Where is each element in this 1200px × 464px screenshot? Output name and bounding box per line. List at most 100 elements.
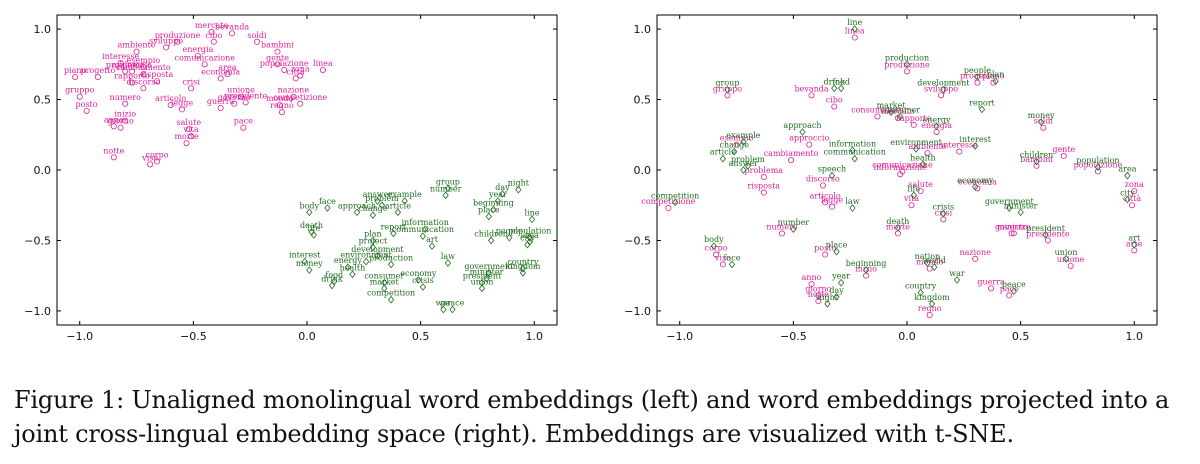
x-tick-label: 1.0 <box>1126 330 1144 343</box>
point-marker-soldi <box>253 38 260 45</box>
point-label-bevanda: bevanda <box>794 84 828 93</box>
point-label-comunicazione: comunicazione <box>872 160 933 169</box>
point-label-development: development <box>917 79 970 88</box>
point-label-information: information <box>401 218 448 227</box>
point-label-production: production <box>885 53 929 62</box>
y-tick-label: −0.5 <box>24 234 51 247</box>
point-label-night: night <box>817 293 839 302</box>
point-label-gente: gente <box>1052 145 1075 154</box>
point-label-competition: competition <box>367 289 415 298</box>
point-marker-government <box>485 269 492 277</box>
point-marker-consumer <box>897 112 904 121</box>
point-marker-competizione <box>665 205 672 212</box>
point-label-numero: numero <box>766 222 797 231</box>
point-label-competizione: competizione <box>273 93 327 102</box>
point-label-answer: answer <box>729 159 759 168</box>
point-marker-day <box>499 190 506 198</box>
point-label-article: article <box>710 148 736 157</box>
point-label-soldi: soldi <box>1034 117 1054 126</box>
point-label-example: example <box>726 131 760 140</box>
point-marker-group <box>444 184 452 193</box>
point-label-governo: governo <box>995 222 1028 231</box>
point-marker-discorso <box>140 85 147 92</box>
point-marker-consumatore <box>874 113 881 120</box>
point-marker-approach <box>799 128 806 136</box>
point-marker-progetto <box>94 74 101 81</box>
point-label-giorno: giorno <box>107 117 133 126</box>
point-label-market: market <box>370 277 400 286</box>
point-marker-posto <box>83 107 90 114</box>
point-label-approach: approach <box>783 121 821 130</box>
point-marker-giorno <box>815 292 822 299</box>
point-marker-place <box>833 247 840 256</box>
point-marker-food <box>837 84 845 93</box>
x-tick-label: −1.0 <box>666 330 693 343</box>
point-label-children: children <box>474 229 508 238</box>
point-label-body: body <box>299 201 319 210</box>
point-marker-città <box>292 75 299 82</box>
point-label-bambini: bambini <box>1020 155 1053 164</box>
point-label-gruppo: gruppo <box>713 84 742 93</box>
point-marker-città <box>1129 202 1136 209</box>
point-marker-discorso <box>819 182 826 189</box>
point-label-cambiamento: cambiamento <box>116 63 171 72</box>
point-marker-nation <box>924 259 931 267</box>
point-label-year: year <box>488 190 507 199</box>
point-label-energy: energy <box>922 115 951 124</box>
left-embedding-scatter-plot: −1.0 −0.5 0.0 0.5 1.0 1.0 0.5 0.0 −0.5 −1.0 mercat… <box>24 14 558 343</box>
y-tick-label: 0.0 <box>634 164 652 177</box>
x-tick-label: 0.0 <box>898 330 916 343</box>
point-marker-notte <box>110 154 117 161</box>
point-marker-death <box>894 223 902 232</box>
point-label-problema: problema <box>106 60 145 69</box>
point-marker-environment <box>362 257 370 266</box>
point-marker-night <box>515 185 522 194</box>
point-label-crisis: crisis <box>933 203 955 212</box>
point-label-economy: economy <box>400 269 437 278</box>
point-label-face: face <box>724 253 741 262</box>
point-marker-report <box>978 105 986 114</box>
point-label-gente: gente <box>266 53 289 62</box>
point-marker-nazione <box>972 255 979 262</box>
point-label-consumer: consumer <box>364 272 404 281</box>
point-label-articolo: articolo <box>810 191 841 200</box>
point-label-group: group <box>436 177 460 186</box>
point-marker-notte <box>815 298 822 305</box>
point-label-approccio: approccio <box>112 60 152 69</box>
point-marker-development <box>374 252 381 260</box>
point-marker-informazione <box>897 171 904 178</box>
point-label-governo: governo <box>218 93 251 102</box>
point-marker-year <box>494 197 502 205</box>
point-label-piano: piano <box>64 66 87 75</box>
point-marker-approccio <box>128 68 135 75</box>
point-label-cibo: cibo <box>205 31 222 40</box>
point-label-unione: unione <box>1057 255 1085 264</box>
point-label-nation: nation <box>915 252 941 261</box>
point-marker-crisis <box>419 283 427 291</box>
point-marker-problema <box>760 174 767 181</box>
point-marker-legge <box>828 203 835 210</box>
point-label-approccio: approccio <box>789 134 829 143</box>
point-label-war: war <box>436 299 452 308</box>
point-label-informazione: informazione <box>874 163 927 172</box>
point-label-article: article <box>385 201 411 210</box>
point-marker-interesse <box>117 59 124 66</box>
point-marker-government <box>1006 204 1013 212</box>
point-label-discorso: discorso <box>806 175 840 184</box>
point-label-approach: approach <box>338 201 376 210</box>
point-marker-money <box>306 266 313 274</box>
point-label-consumer: consumer <box>880 105 920 114</box>
point-label-città: città <box>287 67 305 76</box>
point-label-produzione: produzione <box>884 60 930 69</box>
point-marker-body <box>306 208 313 217</box>
point-marker-communication <box>851 154 858 163</box>
point-label-competition: competition <box>651 191 699 200</box>
point-marker-war <box>953 276 961 284</box>
point-label-communication: communication <box>824 148 886 157</box>
point-label-number: number <box>778 218 810 227</box>
x-tick-label: 0.5 <box>412 330 430 343</box>
point-marker-zona <box>1131 188 1138 195</box>
point-label-year: year <box>831 272 850 281</box>
point-label-government: government <box>985 197 1035 206</box>
point-label-soldi: soldi <box>247 31 267 40</box>
